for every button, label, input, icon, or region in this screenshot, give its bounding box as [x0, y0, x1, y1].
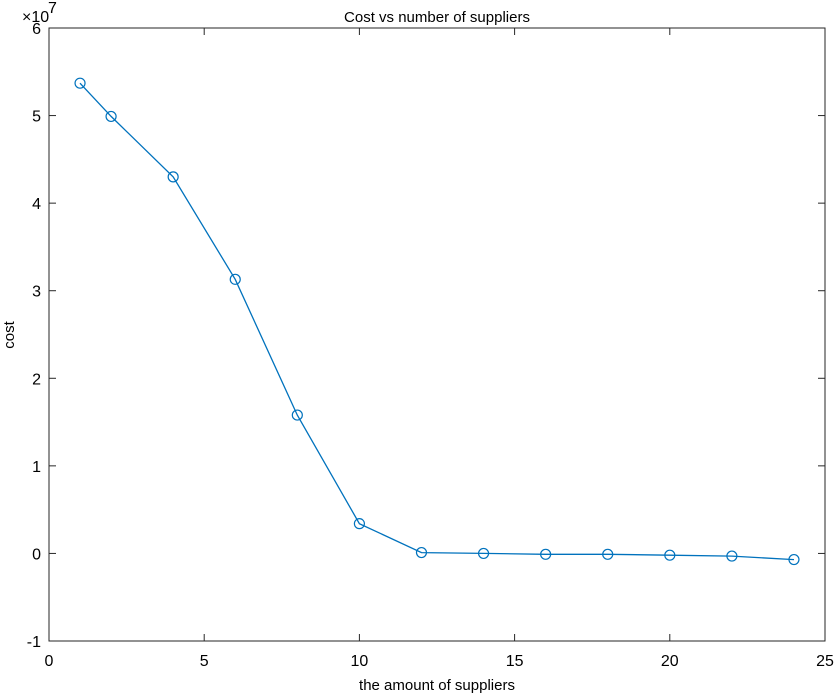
data-point-marker: [415, 546, 428, 559]
x-tick-label: 0: [45, 653, 54, 670]
x-axis-title: the amount of suppliers: [359, 677, 515, 694]
x-axis-ticks: 0 5 10 15 20 25: [45, 28, 834, 670]
data-point-marker: [726, 550, 738, 562]
data-point-marker: [291, 409, 303, 421]
series-line: [79, 82, 795, 561]
y-axis-title: cost: [1, 320, 18, 348]
y-tick-label: 5: [32, 109, 41, 126]
y-scale-exponent: 7: [48, 0, 57, 17]
data-point-marker: [540, 548, 552, 560]
y-tick-label: 2: [32, 371, 41, 388]
y-tick-label: 6: [32, 21, 41, 38]
data-point-marker: [788, 553, 800, 566]
data-point-marker: [602, 548, 614, 560]
y-tick-label: -1: [27, 634, 41, 651]
x-tick-label: 20: [661, 653, 679, 670]
x-tick-label: 10: [351, 653, 369, 670]
data-point-marker: [105, 110, 117, 123]
data-point-marker: [664, 549, 676, 561]
y-tick-label: 1: [32, 459, 41, 476]
data-point-marker: [229, 273, 241, 285]
series-layer: [74, 77, 800, 566]
data-point-marker: [74, 77, 86, 89]
x-tick-label: 15: [506, 653, 524, 670]
y-tick-label: 0: [32, 546, 41, 563]
y-tick-label: 3: [32, 284, 41, 301]
x-tick-label: 25: [816, 653, 834, 670]
data-point-marker: [477, 547, 490, 560]
data-point-marker: [353, 518, 365, 530]
x-tick-label: 5: [200, 653, 209, 670]
plot-area: [48, 27, 826, 642]
chart-title: Cost vs number of suppliers: [344, 9, 530, 26]
data-point-marker: [167, 171, 179, 183]
y-tick-label: 4: [32, 196, 41, 213]
y-scale-multiplier: ×10: [22, 9, 49, 26]
y-axis-ticks: -1 0 1 2 3 4 5 6: [27, 21, 825, 651]
